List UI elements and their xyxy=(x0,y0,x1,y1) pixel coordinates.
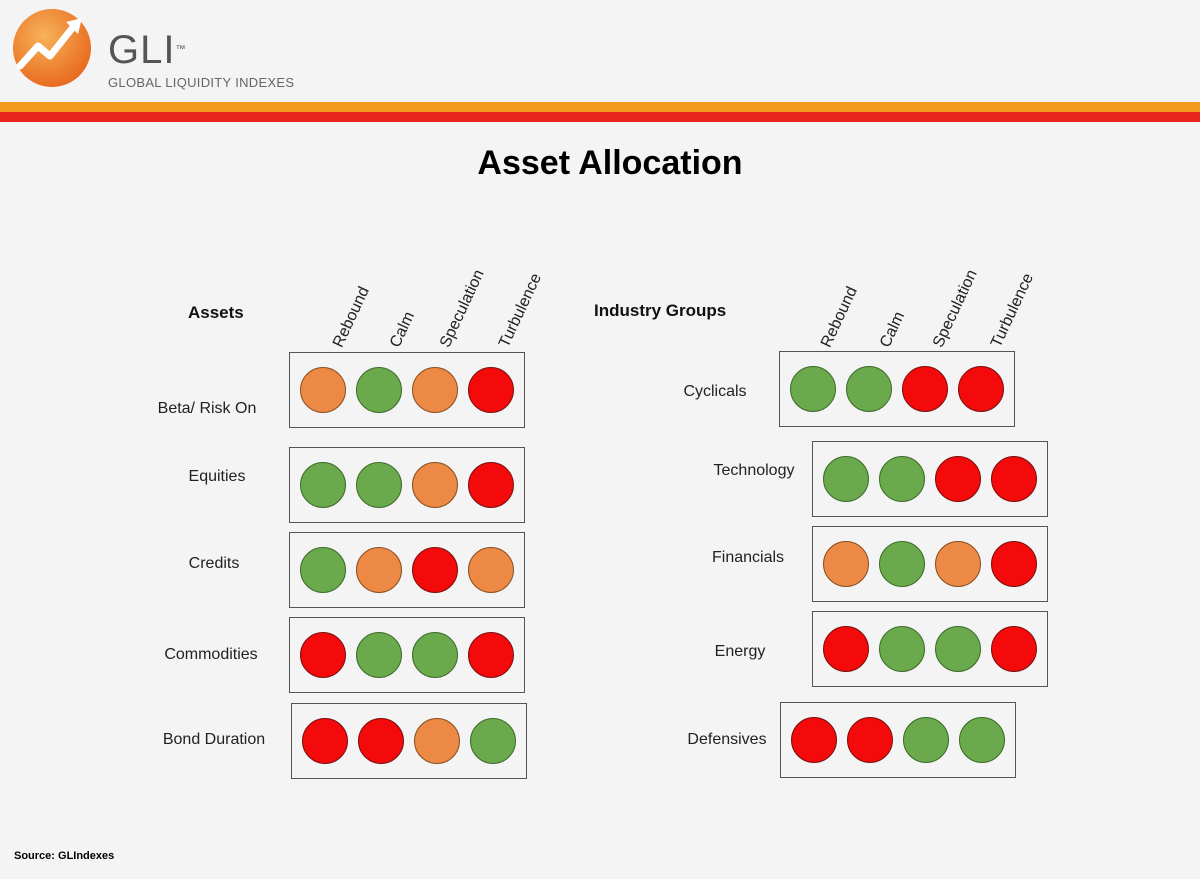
industry-row-label-financials: Financials xyxy=(711,549,785,566)
trademark-mark: ™ xyxy=(175,44,187,55)
industry-energy-calm-green-signal xyxy=(879,626,925,672)
assets-credits-rebound-green-signal xyxy=(300,547,346,593)
assets-row-label-beta-risk-on: Beta/ Risk On xyxy=(157,400,257,417)
assets-col-calm: Calm xyxy=(387,309,419,351)
assets-commodities-speculation-green-signal xyxy=(412,632,458,678)
industry-row-box-cyclicals xyxy=(779,351,1015,427)
industry-row-box-financials xyxy=(812,526,1048,602)
industry-defensives-rebound-red-signal xyxy=(791,717,837,763)
assets-beta-risk-on-rebound-orange-signal xyxy=(300,367,346,413)
assets-beta-risk-on-turbulence-red-signal xyxy=(468,367,514,413)
industry-technology-calm-green-signal xyxy=(879,456,925,502)
industry-technology-turbulence-red-signal xyxy=(991,456,1037,502)
assets-row-box-equities xyxy=(289,447,525,523)
industry-energy-rebound-red-signal xyxy=(823,626,869,672)
industry-col-turbulence: Turbulence xyxy=(988,270,1037,351)
industry-cyclicals-calm-green-signal xyxy=(846,366,892,412)
assets-commodities-calm-green-signal xyxy=(356,632,402,678)
assets-row-box-credits xyxy=(289,532,525,608)
assets-beta-risk-on-calm-green-signal xyxy=(356,367,402,413)
industry-row-box-defensives xyxy=(780,702,1016,778)
assets-col-rebound: Rebound xyxy=(330,284,373,351)
industry-defensives-turbulence-green-signal xyxy=(959,717,1005,763)
industry-row-label-energy: Energy xyxy=(714,643,766,660)
industry-energy-turbulence-red-signal xyxy=(991,626,1037,672)
logo-subtitle: GLOBAL LIQUIDITY INDEXES xyxy=(108,75,295,90)
assets-equities-rebound-green-signal xyxy=(300,462,346,508)
page-title: Asset Allocation xyxy=(477,144,743,182)
industry-cyclicals-turbulence-red-signal xyxy=(958,366,1004,412)
assets-commodities-turbulence-red-signal xyxy=(468,632,514,678)
industry-col-calm: Calm xyxy=(877,309,909,351)
industry-financials-turbulence-red-signal xyxy=(991,541,1037,587)
industry-row-box-technology xyxy=(812,441,1048,517)
assets-row-box-beta-risk-on xyxy=(289,352,525,428)
assets-bond-duration-rebound-red-signal xyxy=(302,718,348,764)
industry-financials-rebound-orange-signal xyxy=(823,541,869,587)
industry-col-rebound: Rebound xyxy=(818,284,861,351)
gli-logo-icon xyxy=(13,9,91,87)
industry-financials-calm-green-signal xyxy=(879,541,925,587)
assets-equities-speculation-orange-signal xyxy=(412,462,458,508)
industry-cyclicals-rebound-green-signal xyxy=(790,366,836,412)
industry-row-label-cyclicals: Cyclicals xyxy=(683,383,747,400)
assets-row-label-commodities: Commodities xyxy=(164,646,258,663)
industry-cyclicals-speculation-red-signal xyxy=(902,366,948,412)
assets-row-label-equities: Equities xyxy=(188,468,246,485)
assets-row-box-bond-duration xyxy=(291,703,527,779)
assets-col-turbulence: Turbulence xyxy=(496,270,545,351)
logo-title: GLI™ xyxy=(108,28,187,72)
industry-col-speculation: Speculation xyxy=(930,267,981,351)
assets-credits-speculation-red-signal xyxy=(412,547,458,593)
assets-row-box-commodities xyxy=(289,617,525,693)
assets-bond-duration-turbulence-green-signal xyxy=(470,718,516,764)
assets-bond-duration-speculation-orange-signal xyxy=(414,718,460,764)
assets-commodities-rebound-red-signal xyxy=(300,632,346,678)
industry-heading: Industry Groups xyxy=(594,301,727,320)
assets-bond-duration-calm-red-signal xyxy=(358,718,404,764)
source-note: Source: GLIndexes xyxy=(14,850,115,862)
assets-col-speculation: Speculation xyxy=(437,267,488,351)
industry-row-box-energy xyxy=(812,611,1048,687)
industry-defensives-speculation-green-signal xyxy=(903,717,949,763)
industry-financials-speculation-orange-signal xyxy=(935,541,981,587)
industry-technology-speculation-red-signal xyxy=(935,456,981,502)
assets-equities-calm-green-signal xyxy=(356,462,402,508)
industry-defensives-calm-red-signal xyxy=(847,717,893,763)
assets-equities-turbulence-red-signal xyxy=(468,462,514,508)
industry-technology-rebound-green-signal xyxy=(823,456,869,502)
assets-row-label-credits: Credits xyxy=(188,555,240,572)
assets-credits-turbulence-orange-signal xyxy=(468,547,514,593)
assets-row-label-bond-duration: Bond Duration xyxy=(162,731,266,748)
header-band-orange xyxy=(0,102,1200,112)
header-band-red xyxy=(0,112,1200,122)
assets-credits-calm-orange-signal xyxy=(356,547,402,593)
industry-row-label-defensives: Defensives xyxy=(687,731,767,748)
assets-beta-risk-on-speculation-orange-signal xyxy=(412,367,458,413)
assets-heading: Assets xyxy=(188,303,244,322)
industry-energy-speculation-green-signal xyxy=(935,626,981,672)
industry-row-label-technology: Technology xyxy=(713,462,795,479)
